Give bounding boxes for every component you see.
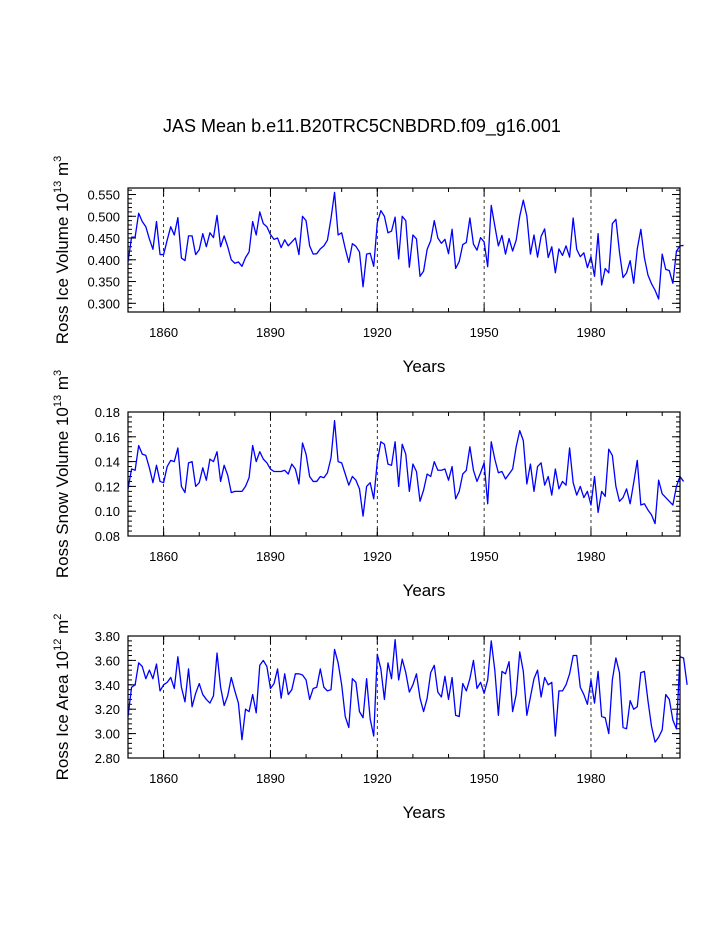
y-label-text: m	[53, 162, 72, 181]
panels: 1860 1890 1920 1950 1980 0.300 0.350 0.400 0.450…	[52, 156, 688, 822]
x-tick-label: 1920	[363, 325, 392, 340]
y-tick-label: 3.00	[95, 727, 120, 742]
x-tick-label: 1890	[256, 325, 285, 340]
x-tick-label: 1860	[149, 325, 178, 340]
x-tick-label: 1920	[363, 771, 392, 786]
x-tick-label: 1980	[577, 325, 606, 340]
x-tick-label: 1950	[470, 325, 499, 340]
y-tick-label: 0.08	[95, 529, 120, 544]
y-tick-label: 0.10	[95, 504, 120, 519]
y-tick-label: 0.16	[95, 430, 120, 445]
panel-1: 1860 1890 1920 1950 1980 0.300 0.350 0.400 0.450…	[52, 156, 684, 376]
x-tick-label: 1890	[256, 549, 285, 564]
series-line	[127, 191, 684, 300]
figure-title: JAS Mean b.e11.B20TRC5CNBDRD.f09_g16.001	[163, 116, 561, 137]
x-tick-label: 1860	[149, 771, 178, 786]
series-line	[127, 420, 685, 525]
x-tick-label: 1950	[470, 549, 499, 564]
y-label-text: Ross Ice Area 10	[53, 651, 72, 780]
x-axis-label: Years	[403, 357, 446, 376]
panel-3: 1860 1890 1920 1950 1980 2.80 3.00 3.20 3.40 3.60…	[52, 614, 688, 822]
y-tick-label: 2.80	[95, 751, 120, 766]
y-tick-label: 0.500	[87, 209, 120, 224]
y-tick-label: 0.400	[87, 253, 120, 268]
y-label-superscript: 12	[52, 639, 64, 651]
x-tick-label: 1920	[363, 549, 392, 564]
y-label-superscript: 13	[52, 181, 64, 193]
y-axis-label: Ross Snow Volume 1013 m3	[52, 370, 72, 578]
plot-frame	[127, 187, 681, 313]
x-tick-label: 1890	[256, 771, 285, 786]
x-axis-label: Years	[403, 581, 446, 600]
y-axis-label: Ross Ice Area 1012 m2	[52, 614, 72, 781]
y-tick-label: 3.20	[95, 702, 120, 717]
y-tick-label: 0.450	[87, 231, 120, 246]
x-axis-label: Years	[403, 803, 446, 822]
panel-2: 1860 1890 1920 1950 1980 0.08 0.10 0.12 0.14 0.16…	[52, 370, 685, 600]
y-label-superscript: 13	[52, 395, 64, 407]
x-tick-label: 1860	[149, 549, 178, 564]
y-tick-label: 3.40	[95, 678, 120, 693]
y-tick-label: 3.80	[95, 629, 120, 644]
plot-frame	[127, 411, 681, 537]
y-tick-label: 0.550	[87, 188, 120, 203]
y-label-text: Ross Snow Volume 10	[53, 407, 72, 578]
y-tick-label: 0.14	[95, 455, 120, 470]
y-tick-label: 0.350	[87, 275, 120, 290]
y-label-text: m	[53, 376, 72, 395]
x-tick-label: 1950	[470, 771, 499, 786]
y-tick-label: 3.60	[95, 653, 120, 668]
y-tick-label: 0.300	[87, 296, 120, 311]
y-label-text: Ross Ice Volume 10	[53, 193, 72, 344]
y-label-superscript: 3	[52, 370, 64, 376]
plot-frame	[127, 635, 681, 759]
y-label-text: m	[53, 620, 72, 639]
x-tick-label: 1980	[577, 771, 606, 786]
y-tick-label: 0.12	[95, 479, 120, 494]
series-line	[127, 639, 688, 743]
y-label-superscript: 2	[52, 614, 64, 620]
y-tick-label: 0.18	[95, 405, 120, 420]
x-tick-label: 1980	[577, 549, 606, 564]
y-label-superscript: 3	[52, 156, 64, 162]
y-axis-label: Ross Ice Volume 1013 m3	[52, 156, 72, 344]
